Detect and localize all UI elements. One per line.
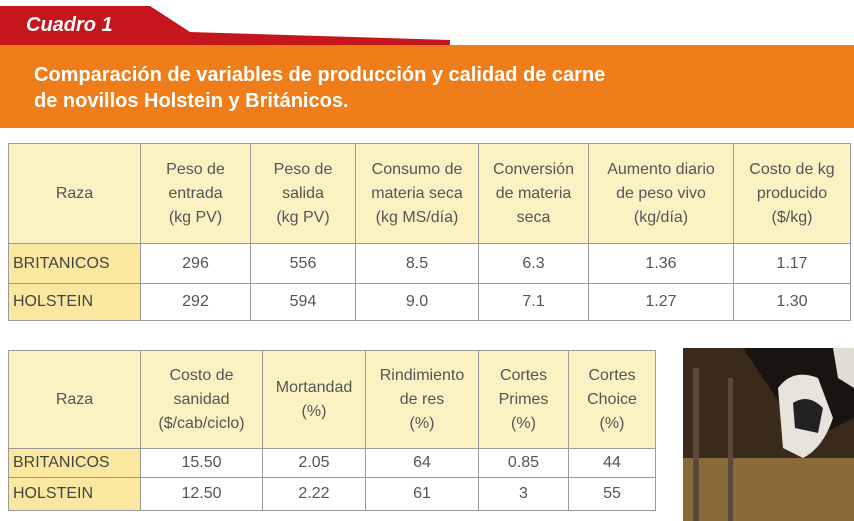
row-label: BRITANICOS <box>9 244 141 284</box>
tab-label: Cuadro 1 <box>26 14 113 37</box>
column-header: Costo de kg producido ($/kg) <box>734 144 851 244</box>
cell: 2.22 <box>263 478 366 511</box>
column-header: Cortes Primes (%) <box>479 351 569 449</box>
column-header: Peso de salida (kg PV) <box>251 144 356 244</box>
column-header: Cortes Choice (%) <box>569 351 656 449</box>
column-header: Conversión de materia seca <box>479 144 589 244</box>
cell: 556 <box>251 244 356 284</box>
column-header: Raza <box>9 351 141 449</box>
cell: 15.50 <box>141 449 263 478</box>
cell: 1.30 <box>734 284 851 321</box>
cell: 64 <box>366 449 479 478</box>
cell: 1.27 <box>589 284 734 321</box>
cell: 7.1 <box>479 284 589 321</box>
column-header: Raza <box>9 144 141 244</box>
cell: 296 <box>141 244 251 284</box>
cell: 1.36 <box>589 244 734 284</box>
row-label: HOLSTEIN <box>9 284 141 321</box>
column-header: Peso de entrada (kg PV) <box>141 144 251 244</box>
cell: 292 <box>141 284 251 321</box>
cell: 44 <box>569 449 656 478</box>
page: {"header": {"tab": "Cuadro 1", "title": … <box>0 0 854 521</box>
column-header: Rindimiento de res (%) <box>366 351 479 449</box>
cell: 55 <box>569 478 656 511</box>
cell: 61 <box>366 478 479 511</box>
column-header: Mortandad (%) <box>263 351 366 449</box>
photo <box>683 348 854 521</box>
cell: 12.50 <box>141 478 263 511</box>
cell: 8.5 <box>356 244 479 284</box>
column-header: Costo de sanidad ($/cab/ciclo) <box>141 351 263 449</box>
title: Comparación de variables de producción y… <box>34 62 605 114</box>
cell: 594 <box>251 284 356 321</box>
cell: 9.0 <box>356 284 479 321</box>
cell: 1.17 <box>734 244 851 284</box>
cell: 6.3 <box>479 244 589 284</box>
cell: 3 <box>479 478 569 511</box>
column-header: Aumento diario de peso vivo (kg/día) <box>589 144 734 244</box>
cell: 2.05 <box>263 449 366 478</box>
column-header: Consumo de materia seca (kg MS/día) <box>356 144 479 244</box>
cell: 0.85 <box>479 449 569 478</box>
row-label: HOLSTEIN <box>9 478 141 511</box>
row-label: BRITANICOS <box>9 449 141 478</box>
